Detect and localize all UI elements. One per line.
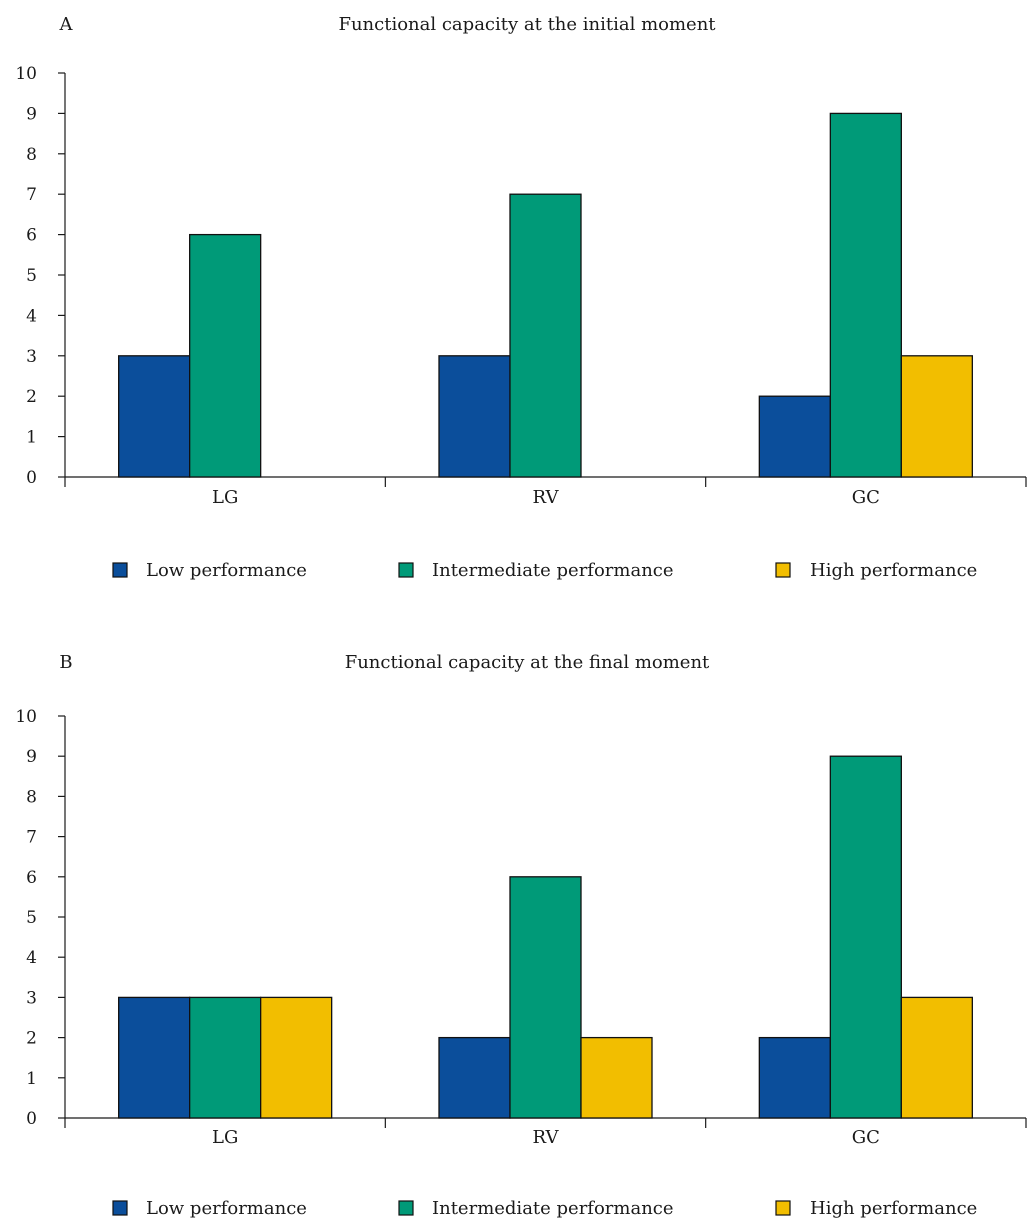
bar-low-rv — [438, 1036, 511, 1119]
bar-intermediate-gc — [829, 112, 902, 478]
y-tick-label: 1 — [26, 1069, 37, 1089]
bar-chart-initial: A Functional capacity at the initial mome… — [15, 14, 1027, 581]
legend-swatch-low — [112, 1200, 128, 1216]
y-tick-label: 3 — [26, 347, 37, 367]
bar-low-gc — [758, 1036, 831, 1119]
bar-high-rv — [580, 1036, 653, 1119]
bar-intermediate-rv — [509, 193, 582, 478]
bar-intermediate-lg — [189, 996, 262, 1119]
y-tick-label: 4 — [26, 948, 37, 968]
legend-swatch-high — [775, 562, 791, 578]
legend-swatch-intermediate — [398, 562, 414, 578]
legend-label-low: Low performance — [146, 560, 307, 581]
bar-high-gc — [900, 996, 973, 1119]
bar-low-gc — [758, 395, 831, 478]
y-tick-label: 2 — [26, 387, 37, 407]
y-tick-label: 6 — [26, 868, 37, 888]
y-tick-label: 8 — [26, 145, 37, 165]
bar-low-lg — [118, 355, 191, 478]
chart-title: Functional capacity at the final moment — [345, 652, 710, 673]
y-tick-label: 5 — [26, 908, 37, 928]
x-category-label: LG — [212, 1127, 238, 1148]
legend-swatch-intermediate — [398, 1200, 414, 1216]
panel-label: B — [59, 652, 72, 673]
y-tick-label: 4 — [26, 306, 37, 326]
y-tick-label: 3 — [26, 988, 37, 1008]
legend-swatch-high — [775, 1200, 791, 1216]
bar-intermediate-gc — [829, 755, 902, 1119]
panel-label: A — [59, 14, 74, 35]
x-category-label: GC — [852, 1127, 880, 1148]
bar-high-lg — [260, 996, 333, 1119]
legend-label-low: Low performance — [146, 1198, 307, 1219]
y-tick-label: 9 — [26, 747, 37, 767]
y-tick-label: 9 — [26, 104, 37, 124]
legend-label-intermediate: Intermediate performance — [432, 1198, 674, 1219]
y-tick-label: 2 — [26, 1029, 37, 1049]
y-tick-label: 8 — [26, 787, 37, 807]
legend-swatch-low — [112, 562, 128, 578]
x-category-label: RV — [533, 1127, 560, 1148]
legend-label-high: High performance — [810, 1198, 977, 1219]
y-tick-label: 0 — [26, 1109, 37, 1129]
bar-low-lg — [118, 996, 191, 1119]
x-category-label: GC — [852, 487, 880, 508]
x-category-label: RV — [533, 487, 560, 508]
y-tick-label: 5 — [26, 266, 37, 286]
x-category-label: LG — [212, 487, 238, 508]
y-tick-label: 1 — [26, 428, 37, 448]
y-tick-label: 10 — [15, 707, 37, 727]
bar-intermediate-lg — [189, 233, 262, 478]
chart-title: Functional capacity at the initial momen… — [338, 14, 716, 35]
bar-chart-final: B Functional capacity at the final moment… — [15, 652, 1027, 1219]
bar-high-gc — [900, 355, 973, 478]
chart-panel-b: B Functional capacity at the final moment… — [0, 640, 1036, 1225]
y-tick-label: 10 — [15, 64, 37, 84]
bar-intermediate-rv — [509, 876, 582, 1119]
y-tick-label: 7 — [26, 828, 37, 848]
y-tick-label: 0 — [26, 468, 37, 488]
chart-panel-a: A Functional capacity at the initial mome… — [0, 0, 1036, 600]
y-tick-label: 6 — [26, 226, 37, 246]
legend-label-intermediate: Intermediate performance — [432, 560, 674, 581]
bar-low-rv — [438, 355, 511, 478]
legend-label-high: High performance — [810, 560, 977, 581]
y-tick-label: 7 — [26, 185, 37, 205]
